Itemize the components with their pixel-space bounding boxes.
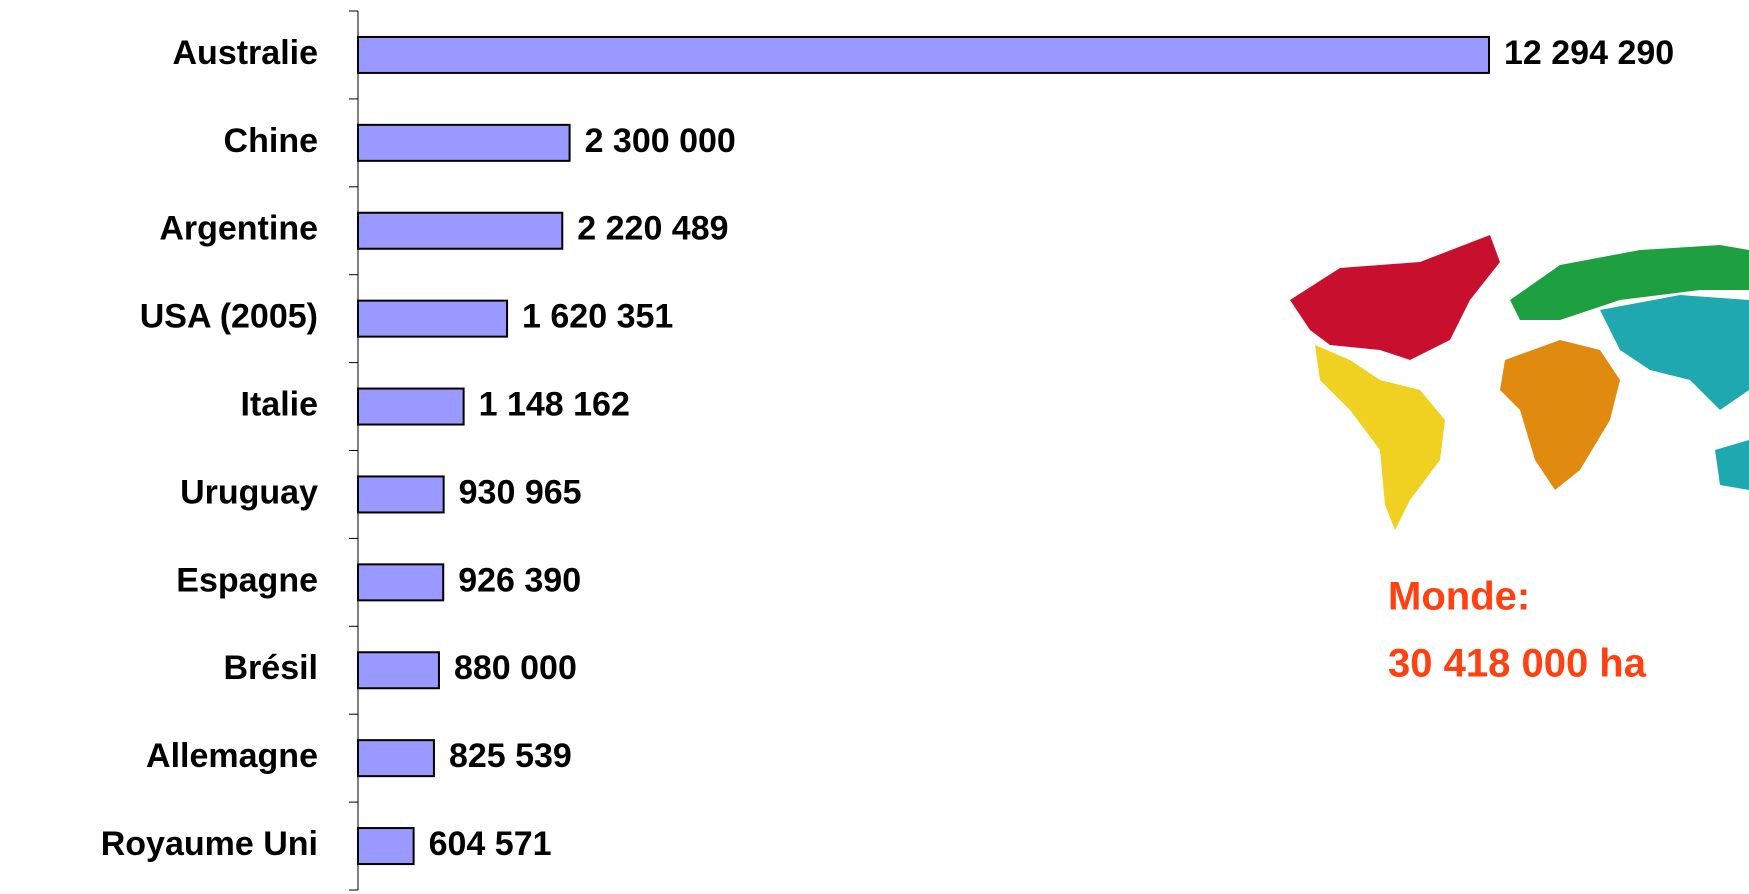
bar [357, 827, 415, 866]
map-north-america [1290, 235, 1500, 360]
category-label: Brésil [224, 649, 319, 687]
annotation: 30 418 000 ha [1388, 642, 1647, 686]
category-label: Royaume Uni [101, 825, 318, 863]
category-label: Italie [241, 386, 318, 424]
value-label: 2 300 000 [585, 122, 736, 160]
value-label: 880 000 [454, 649, 577, 687]
map-europe [1510, 245, 1749, 320]
map-south-america [1315, 345, 1445, 530]
bar [357, 387, 465, 426]
category-label: USA (2005) [140, 298, 318, 336]
category-label: Uruguay [180, 473, 318, 511]
annotation: Monde: [1388, 575, 1530, 619]
bar [357, 475, 445, 514]
bar [357, 211, 564, 250]
category-label: Allemagne [146, 737, 318, 775]
bar [357, 739, 435, 778]
value-label: 930 965 [459, 473, 582, 511]
value-label: 12 294 290 [1504, 34, 1674, 72]
value-label: 2 220 489 [577, 210, 728, 248]
value-label: 825 539 [449, 737, 572, 775]
category-label: Argentine [159, 210, 318, 248]
world-map [1290, 235, 1749, 530]
value-label: 1 148 162 [479, 386, 630, 424]
category-label: Espagne [176, 561, 318, 599]
bar [357, 35, 1490, 74]
bar [357, 123, 571, 162]
map-africa [1500, 340, 1620, 490]
map-oceania [1715, 440, 1749, 490]
category-label: Australie [173, 34, 319, 72]
category-label: Chine [224, 122, 318, 160]
value-label: 1 620 351 [522, 298, 673, 336]
bar [357, 299, 509, 338]
bar [357, 563, 445, 602]
value-label: 926 390 [458, 561, 581, 599]
bar [357, 651, 440, 690]
map-asia [1600, 295, 1749, 410]
value-label: 604 571 [429, 825, 552, 863]
